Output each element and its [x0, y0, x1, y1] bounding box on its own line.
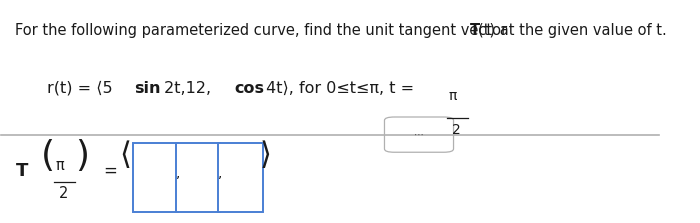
Text: ⋯: ⋯ — [414, 130, 424, 140]
Text: 4t⟩, for 0≤t≤π, t =: 4t⟩, for 0≤t≤π, t = — [260, 81, 414, 96]
Text: 2t,12,: 2t,12, — [159, 81, 216, 96]
Text: 2: 2 — [452, 122, 461, 136]
Text: ⟨: ⟨ — [120, 141, 132, 170]
Text: T: T — [470, 23, 480, 38]
Text: ⟩: ⟩ — [260, 141, 272, 170]
Text: ,: , — [176, 166, 180, 180]
Text: (t) at the given value of t.: (t) at the given value of t. — [478, 23, 667, 38]
Text: π: π — [449, 89, 457, 103]
FancyBboxPatch shape — [133, 143, 178, 212]
Text: (: ( — [41, 138, 55, 173]
FancyBboxPatch shape — [384, 117, 454, 152]
Text: For the following parameterized curve, find the unit tangent vector: For the following parameterized curve, f… — [15, 23, 511, 38]
Text: ): ) — [75, 138, 89, 173]
FancyBboxPatch shape — [218, 143, 263, 212]
Text: 2: 2 — [60, 186, 69, 201]
Text: cos: cos — [235, 81, 265, 96]
Text: r(t) = ⟨5: r(t) = ⟨5 — [48, 81, 118, 96]
FancyBboxPatch shape — [176, 143, 220, 212]
Text: π: π — [55, 158, 64, 173]
Text: T: T — [16, 162, 28, 180]
Text: ,: , — [218, 166, 223, 180]
Text: sin: sin — [134, 81, 161, 96]
Text: =: = — [104, 162, 117, 180]
